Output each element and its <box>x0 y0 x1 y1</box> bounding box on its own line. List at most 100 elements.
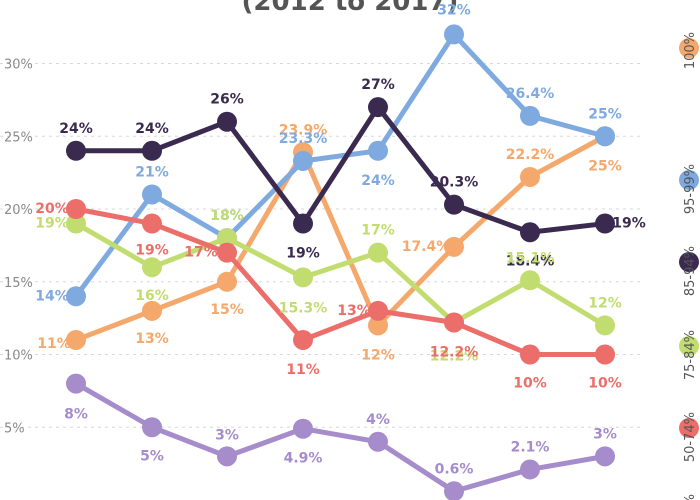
series-line <box>73 206 608 357</box>
series-line <box>73 104 608 235</box>
data-label: 14% <box>35 288 69 304</box>
legend-label: 75-84% <box>683 330 698 380</box>
data-label: 12.2% <box>430 348 479 364</box>
data-label: 4% <box>366 412 390 428</box>
data-point <box>66 140 86 161</box>
legend-label: 100% <box>683 32 698 69</box>
data-label: 5% <box>140 448 164 464</box>
data-point <box>217 111 237 132</box>
chart-title: (2012 to 2017) <box>242 0 459 17</box>
data-label: 21% <box>135 164 169 180</box>
data-point <box>217 242 237 263</box>
legend-label: % <box>683 494 698 500</box>
data-label: 10% <box>588 376 622 392</box>
data-label: 25% <box>588 158 622 174</box>
series-layer <box>66 24 615 500</box>
data-label: 20.3% <box>430 175 479 191</box>
data-point <box>66 373 86 394</box>
data-point <box>368 97 388 118</box>
data-label: 23.9% <box>279 122 328 138</box>
data-point <box>444 236 464 257</box>
data-point <box>293 213 313 234</box>
data-label: 8% <box>64 407 88 423</box>
legend-label: 50-74% <box>683 412 698 462</box>
y-tick-label: 10% <box>4 349 33 364</box>
data-label: 17% <box>361 223 395 239</box>
y-axis-tick-labels: 5%10%15%20%25%30%35% <box>4 58 33 437</box>
data-label: 19% <box>35 216 69 232</box>
series-5 <box>66 199 615 365</box>
data-label: 24% <box>361 173 395 189</box>
data-point <box>444 24 464 45</box>
data-point <box>66 286 86 307</box>
data-label: 2.1% <box>511 439 550 455</box>
data-label: 12% <box>588 295 622 311</box>
data-point <box>66 213 86 234</box>
data-label: 12.2% <box>430 344 479 360</box>
data-label: 11% <box>286 362 320 378</box>
data-point <box>293 267 313 288</box>
data-point <box>444 194 464 215</box>
y-tick-label: 5% <box>4 421 25 436</box>
data-label: 22.2% <box>506 147 555 163</box>
legend-marker <box>679 38 699 58</box>
data-point <box>595 213 615 234</box>
series-6 <box>66 373 615 500</box>
data-point <box>520 166 540 187</box>
data-label: 15.1% <box>506 250 555 266</box>
data-point <box>66 329 86 350</box>
data-point <box>595 315 615 336</box>
data-label: 11% <box>37 336 71 352</box>
data-label: 13% <box>135 331 169 347</box>
data-point <box>595 126 615 147</box>
data-label: 15.3% <box>279 300 328 316</box>
data-point <box>444 481 464 500</box>
data-label: 23.3% <box>279 131 328 147</box>
data-label: 19% <box>135 243 169 259</box>
y-tick-label: 30% <box>4 58 33 73</box>
data-point <box>520 222 540 243</box>
series-line <box>73 31 608 299</box>
data-point <box>217 228 237 249</box>
data-label: 13% <box>337 303 371 319</box>
data-label: 32% <box>437 2 471 18</box>
data-label: 12% <box>361 347 395 363</box>
y-tick-label: 15% <box>4 276 33 291</box>
data-label: 17.4% <box>402 239 451 255</box>
data-label: 4.9% <box>284 451 323 467</box>
data-point <box>368 140 388 161</box>
data-point <box>217 271 237 292</box>
legend-label: 85-94% <box>683 246 698 296</box>
data-point <box>520 270 540 291</box>
data-label: 24% <box>59 121 93 137</box>
data-label: 18% <box>210 208 244 224</box>
series-3 <box>66 97 615 243</box>
data-label: 3% <box>593 426 617 442</box>
data-label: 3% <box>215 427 239 443</box>
series-4 <box>66 213 615 336</box>
data-label: 17% <box>184 245 218 261</box>
data-point <box>368 242 388 263</box>
data-label: 15% <box>210 302 244 318</box>
data-label: 18.4% <box>506 253 555 269</box>
legend-marker <box>679 252 699 272</box>
data-label: 20% <box>35 201 69 217</box>
data-point <box>142 213 162 234</box>
series-line <box>73 381 608 494</box>
data-point <box>142 417 162 438</box>
data-point <box>142 184 162 205</box>
data-point <box>293 329 313 350</box>
legend-marker <box>679 418 699 438</box>
data-point <box>368 300 388 321</box>
data-point <box>217 446 237 467</box>
data-point <box>142 300 162 321</box>
data-point <box>520 459 540 480</box>
series-line <box>73 221 608 328</box>
data-label: 18% <box>210 208 244 224</box>
y-tick-label: 25% <box>4 130 33 145</box>
data-label: 0.6% <box>435 461 474 477</box>
data-point <box>595 344 615 365</box>
data-labels: 11% 13% 15% 23.9% 12% 17.4% 22.2% 25% 14% 21% 18% 2… <box>35 2 646 477</box>
data-label: 10% <box>513 376 547 392</box>
